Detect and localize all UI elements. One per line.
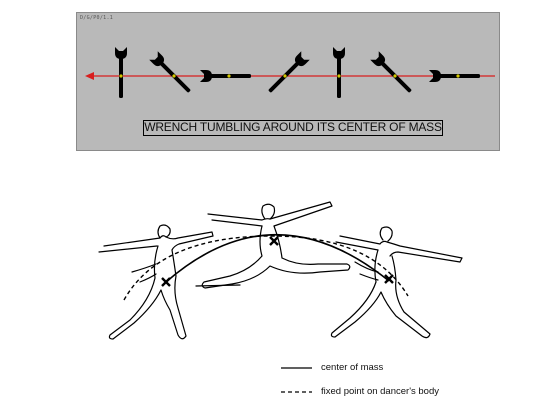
panel-title: WRENCH TUMBLING AROUND ITS CENTER OF MAS…: [143, 120, 443, 136]
legend-label-fixed-point: fixed point on dancer's body: [321, 386, 440, 397]
fixed-point-trajectory: [123, 235, 409, 301]
center-of-mass-trajectory: [165, 234, 390, 283]
dancer-left: [98, 224, 214, 340]
dancer-right: [330, 226, 463, 339]
wrench-illustration: [85, 47, 495, 98]
motion-arrowhead: [85, 72, 94, 80]
center-of-mass-marker-right: [384, 274, 394, 284]
dancer-middle: [195, 201, 351, 289]
wrench-panel: D/G/P0/1.1 WRENCH TUMBLING AROUND ITS CE…: [76, 12, 500, 151]
center-of-mass-marker-middle: [269, 236, 279, 246]
legend-label-center-of-mass: center of mass: [321, 362, 384, 373]
center-of-mass-marker-left: [161, 277, 171, 287]
panel-id-label: D/G/P0/1.1: [80, 15, 114, 21]
